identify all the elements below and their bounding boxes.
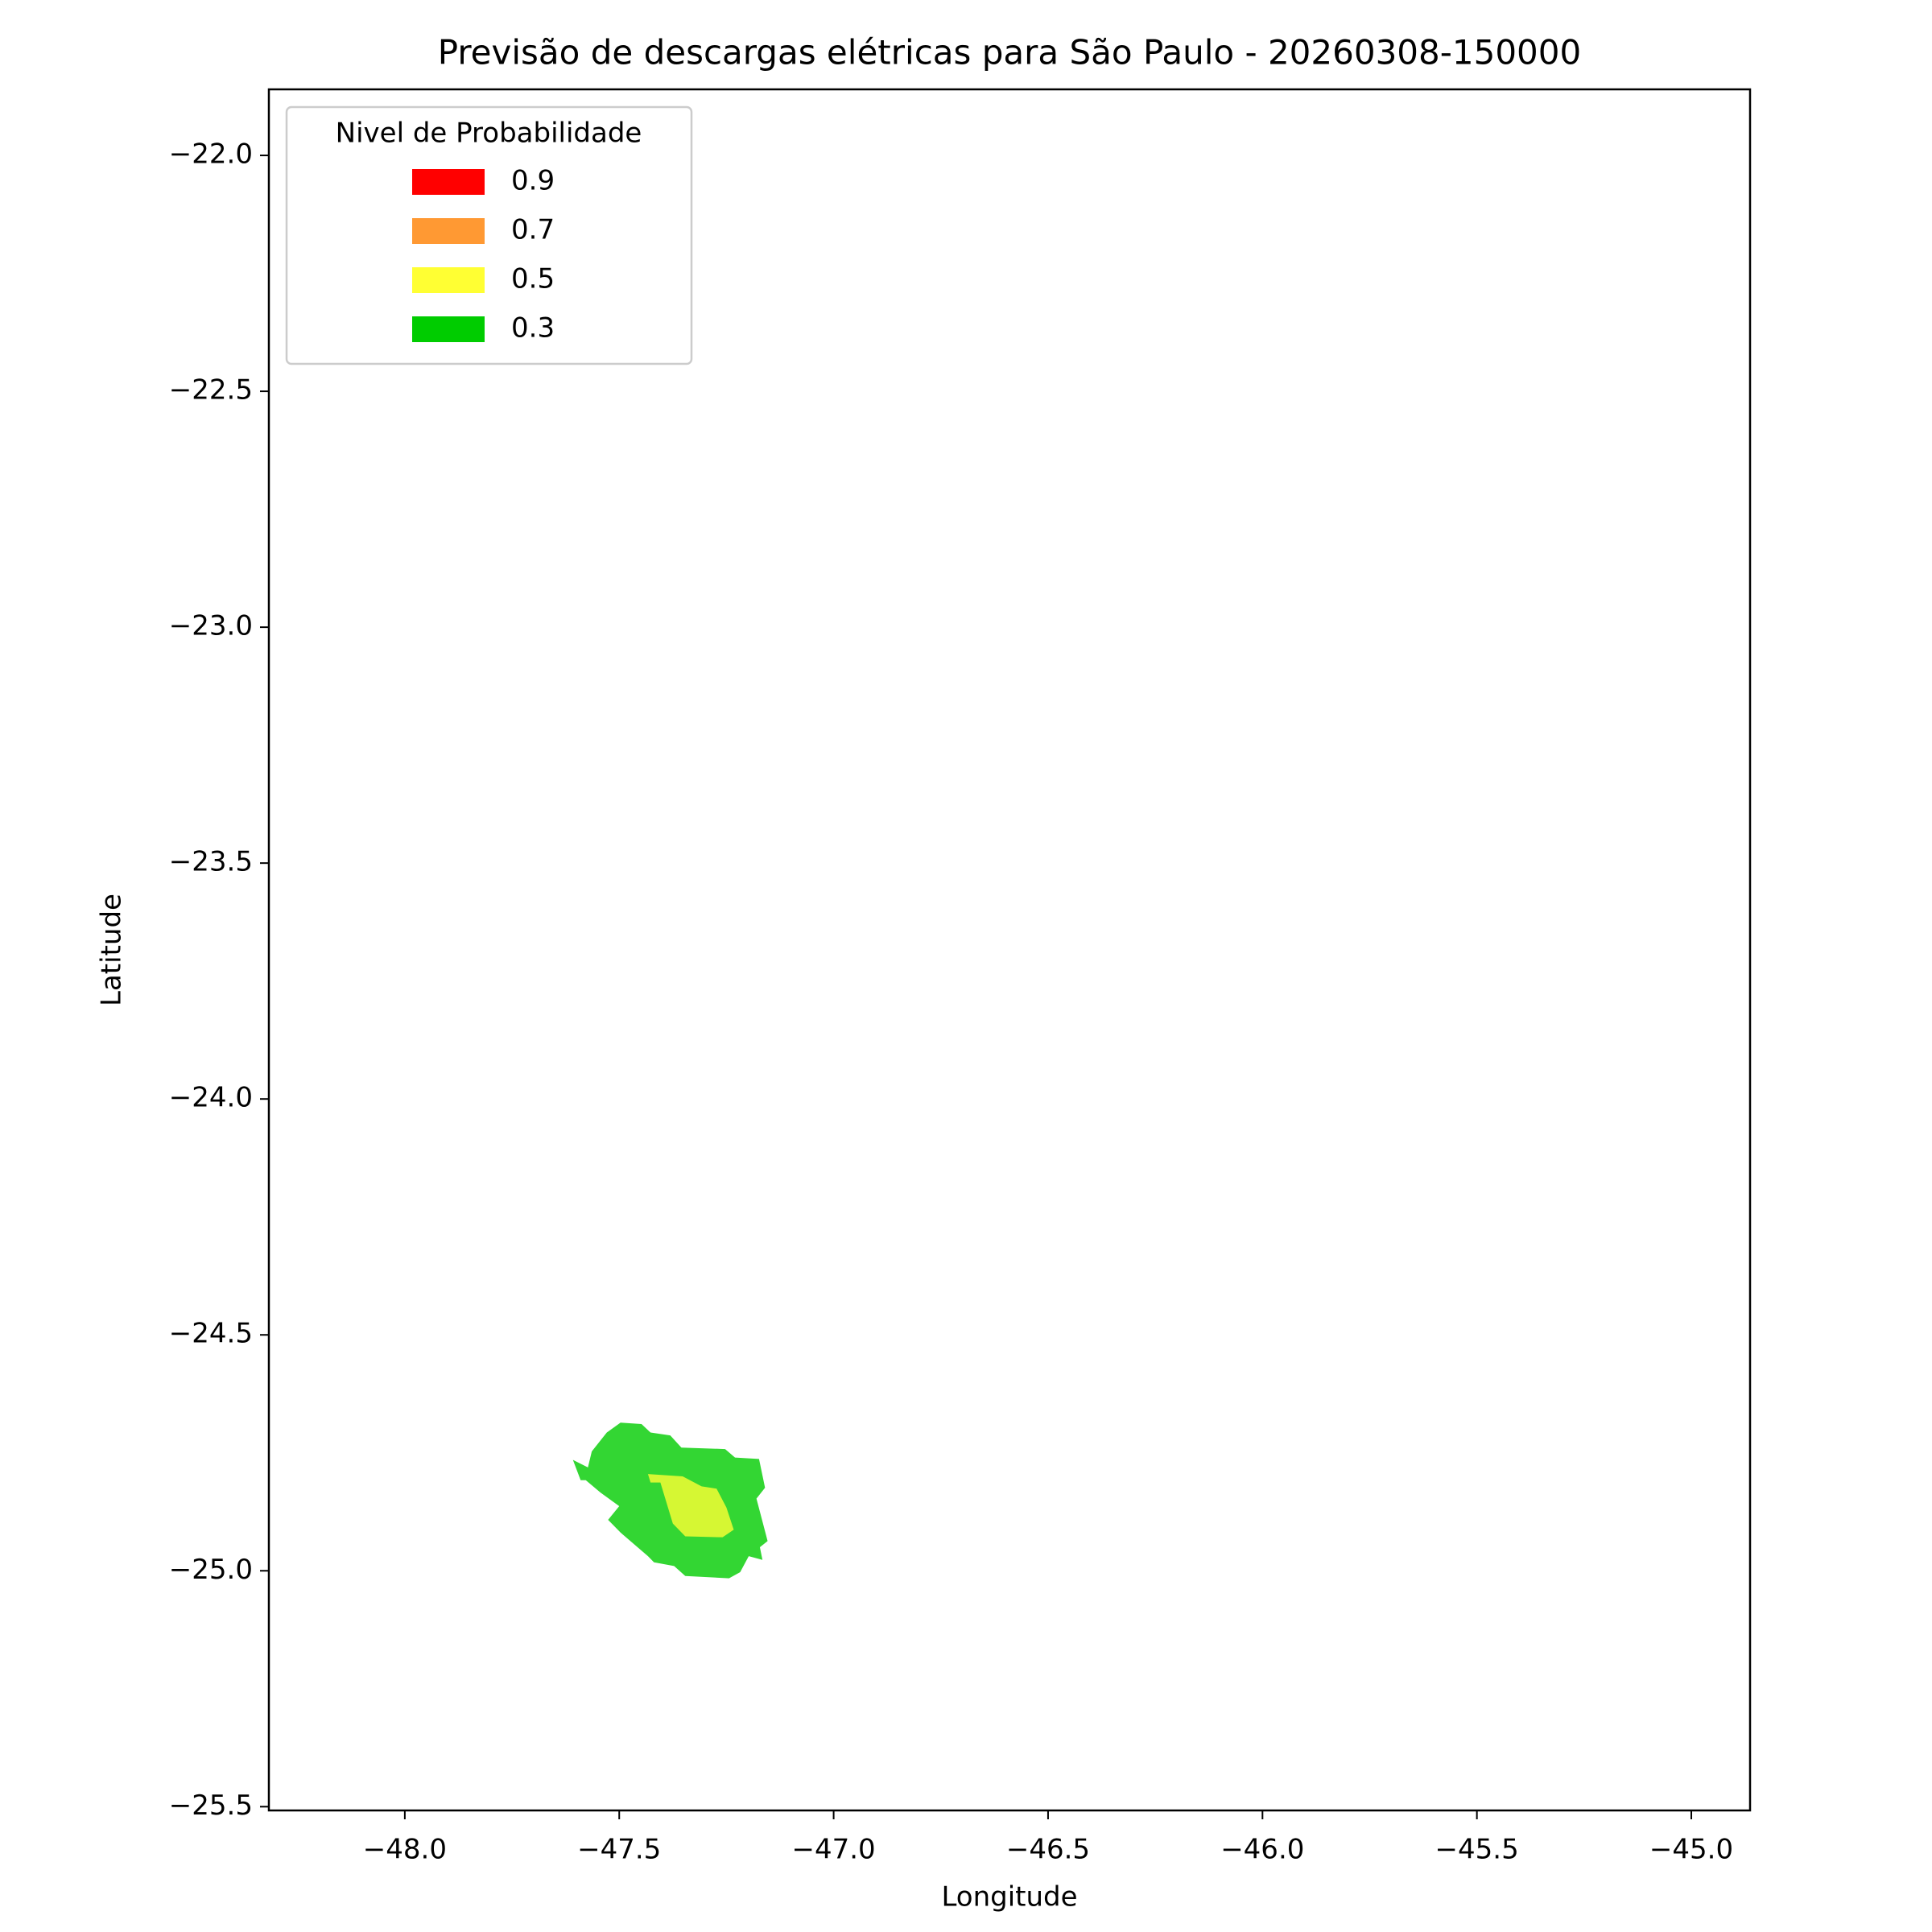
y-tick-label: −24.0 xyxy=(169,1082,253,1114)
legend-label: 0.5 xyxy=(511,263,555,295)
contour-region xyxy=(647,1474,734,1538)
legend-box xyxy=(285,105,693,365)
chart-title: Previsão de descargas elétricas para São… xyxy=(438,33,1581,72)
x-tick-label: −47.5 xyxy=(577,1834,661,1866)
y-tick-label: −23.0 xyxy=(169,610,253,642)
x-tick-label: −48.0 xyxy=(363,1834,447,1866)
legend-swatch xyxy=(412,267,485,293)
contour-fills xyxy=(572,1422,768,1579)
legend-label: 0.3 xyxy=(511,312,555,345)
x-tick-label: −45.5 xyxy=(1435,1834,1519,1866)
legend-swatch xyxy=(412,218,485,244)
x-tick-label: −46.5 xyxy=(1006,1834,1090,1866)
y-tick-label: −25.5 xyxy=(169,1790,253,1822)
y-axis-label: Latitude xyxy=(96,894,128,1006)
y-tick-label: −25.0 xyxy=(169,1554,253,1586)
y-tick-label: −24.5 xyxy=(169,1318,253,1350)
x-tick-label: −45.0 xyxy=(1649,1834,1733,1866)
y-tick-label: −22.0 xyxy=(169,138,253,171)
x-axis-label: Longitude xyxy=(941,1881,1077,1913)
y-tick-label: −23.5 xyxy=(169,846,253,878)
legend-label: 0.9 xyxy=(511,165,555,197)
x-tick-label: −47.0 xyxy=(791,1834,875,1866)
legend-title: Nivel de Probabilidade xyxy=(336,118,642,150)
x-tick-label: −46.0 xyxy=(1220,1834,1304,1866)
plot-frame xyxy=(267,88,1752,1812)
y-tick-label: −22.5 xyxy=(169,374,253,407)
legend-swatch xyxy=(412,316,485,342)
legend-label: 0.7 xyxy=(511,214,555,246)
legend-swatch xyxy=(412,169,485,195)
